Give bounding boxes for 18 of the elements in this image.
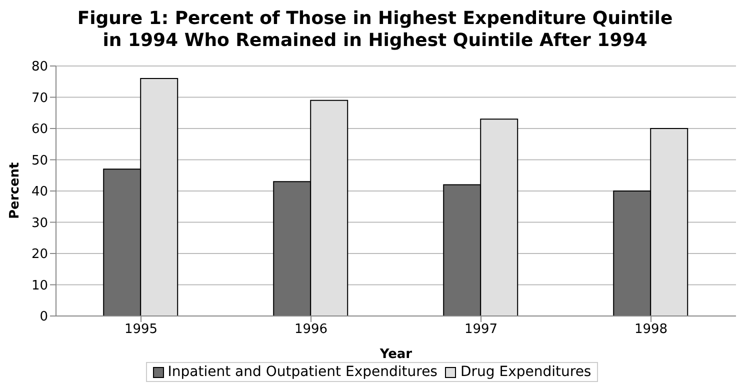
x-tick-label: 1998 — [634, 322, 668, 338]
y-tick-label: 20 — [31, 247, 48, 262]
y-tick-label: 80 — [31, 60, 48, 75]
x-tick-label: 1995 — [124, 322, 158, 338]
chart-title: Figure 1: Percent of Those in Highest Expenditure Quintile in 1994 Who Remained in Highest Quintile After 1994 — [76, 8, 674, 53]
y-tick-label: 30 — [31, 216, 48, 231]
y-tick-label: 50 — [31, 153, 48, 168]
x-tick-label: 1996 — [294, 322, 328, 338]
legend-label: Inpatient and Outpatient Expenditures — [168, 364, 438, 380]
x-axis-title: Year — [378, 347, 413, 362]
y-tick-label: 0 — [40, 310, 48, 325]
y-tick-label: 10 — [31, 278, 48, 294]
y-tick-label: 60 — [31, 122, 48, 138]
y-tick-label: 40 — [31, 184, 48, 200]
y-axis-title: Percent — [8, 162, 23, 219]
x-tick-label: 1997 — [464, 322, 498, 338]
y-tick-label: 70 — [31, 90, 48, 106]
legend-label: Drug Expenditures — [460, 364, 592, 380]
